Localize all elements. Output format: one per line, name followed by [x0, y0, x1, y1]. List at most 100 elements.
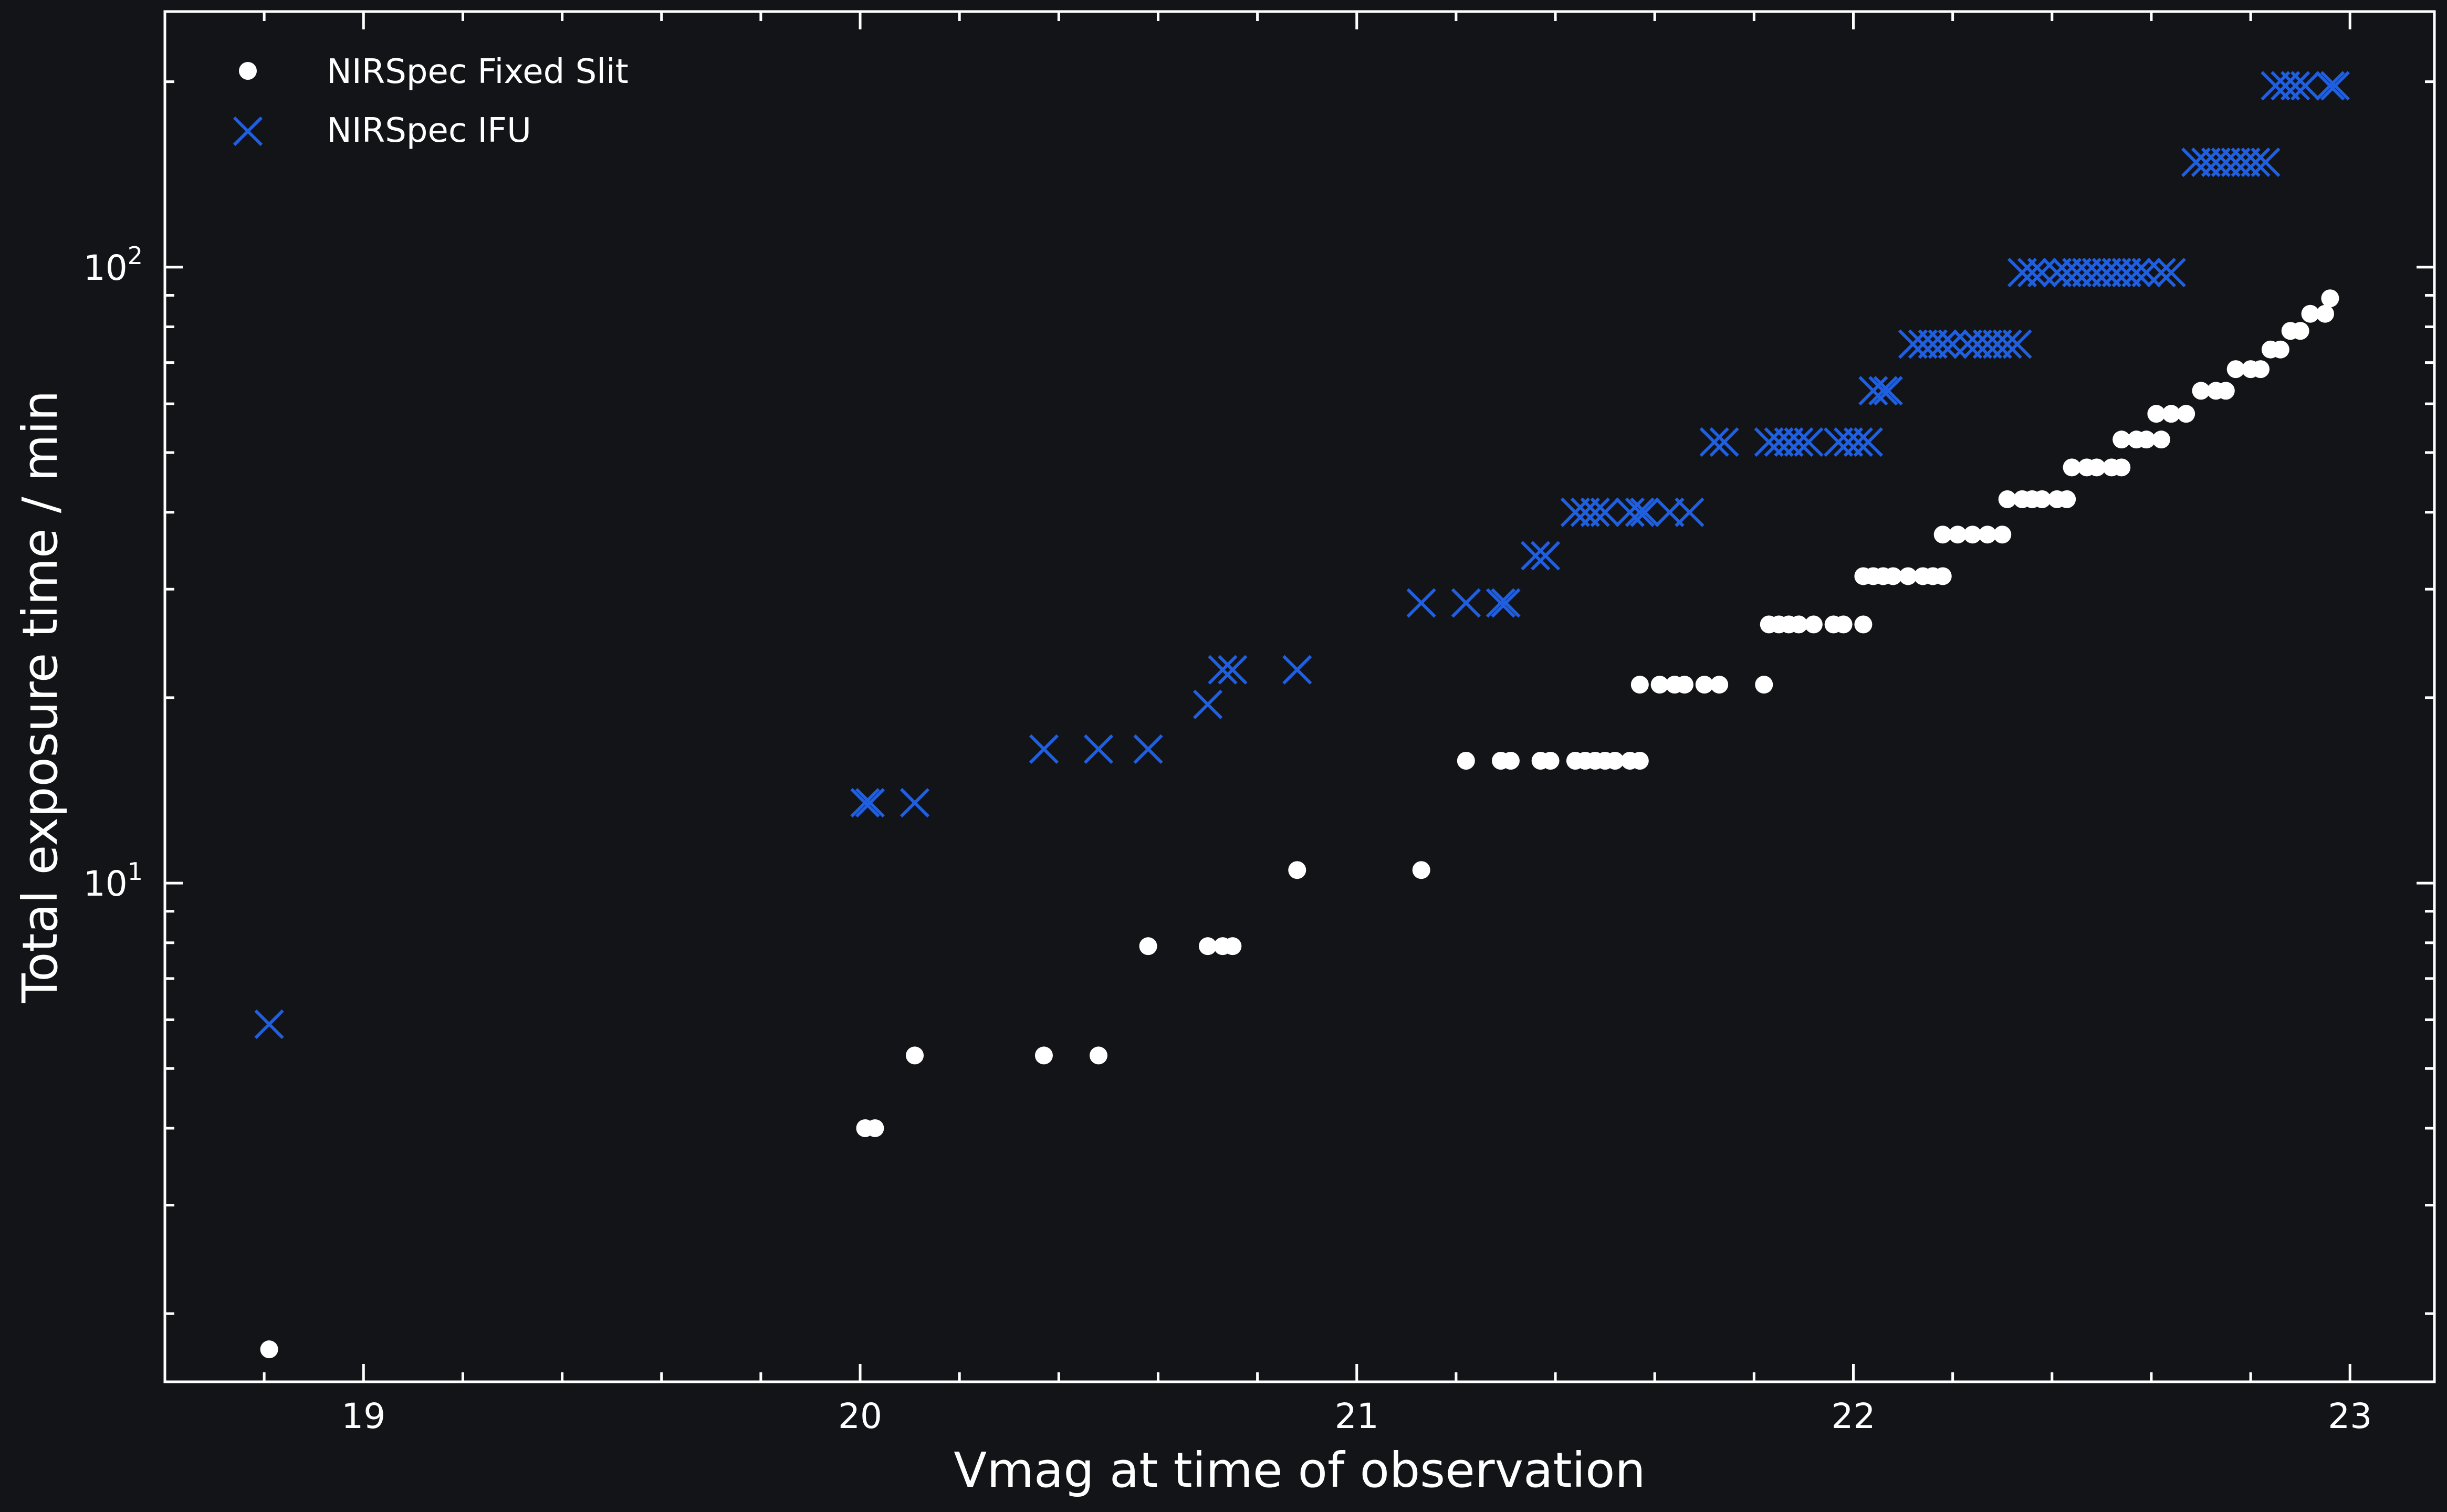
data-point	[2152, 430, 2170, 449]
data-point	[855, 788, 885, 818]
data-point	[1083, 734, 1114, 764]
data-point	[2087, 458, 2106, 477]
data-point	[1630, 752, 1649, 770]
x-tick-label: 19	[341, 1396, 385, 1436]
data-point	[2301, 304, 2319, 323]
data-point	[2113, 430, 2131, 449]
data-point	[2137, 430, 2156, 449]
x-tick-label: 23	[2328, 1396, 2372, 1436]
data-point	[1868, 376, 1898, 406]
data-point	[2316, 304, 2334, 323]
data-point	[2251, 360, 2270, 379]
data-point	[1521, 541, 1551, 571]
data-point	[1675, 676, 1693, 694]
y-tick-label: 102	[83, 242, 143, 288]
data-point	[2177, 405, 2195, 423]
data-point	[1412, 861, 1430, 879]
data-point	[1854, 615, 1873, 634]
data-point	[2156, 258, 2186, 288]
data-point	[1933, 526, 1952, 544]
data-point	[1580, 497, 1610, 527]
data-point	[2271, 340, 2289, 359]
data-point	[1224, 937, 1242, 956]
x-tick-label: 20	[838, 1396, 882, 1436]
data-point	[850, 788, 880, 818]
data-point	[1625, 497, 1655, 527]
series-0	[260, 289, 2339, 1359]
plot-area	[254, 71, 2350, 1359]
axis-ticks	[163, 12, 2434, 1382]
data-point	[1963, 526, 1982, 544]
data-point	[1993, 526, 2012, 544]
data-point	[1938, 329, 1968, 359]
data-point	[1992, 329, 2022, 359]
data-point	[900, 788, 930, 818]
data-point	[1853, 427, 1883, 457]
data-point	[2216, 382, 2235, 400]
legend-label-ifu: NIRSpec IFU	[327, 111, 531, 150]
data-point	[1843, 427, 1874, 457]
legend-marker-fixed-slit	[239, 62, 257, 80]
data-point	[2002, 329, 2032, 359]
data-point	[1630, 676, 1649, 694]
data-point	[1218, 655, 1248, 685]
data-point	[2281, 71, 2310, 101]
data-point	[2251, 147, 2281, 177]
legend-label-fixed-slit: NIRSpec Fixed Slit	[327, 52, 629, 91]
data-point	[254, 1009, 284, 1040]
data-point	[2226, 360, 2245, 379]
data-point	[1998, 490, 2016, 508]
data-point	[1755, 676, 1773, 694]
data-point	[1531, 541, 1561, 571]
data-point	[1949, 526, 1967, 544]
data-point	[2033, 490, 2051, 508]
data-point	[2058, 490, 2076, 508]
data-point	[2291, 322, 2309, 340]
plot-frame	[163, 10, 2436, 1383]
data-point	[1451, 588, 1481, 618]
data-point	[1208, 655, 1238, 685]
data-point	[1029, 734, 1059, 764]
data-point	[1675, 497, 1704, 527]
data-point	[1034, 1046, 1053, 1065]
data-point	[2146, 258, 2176, 288]
data-point	[2017, 258, 2047, 288]
data-point	[1650, 676, 1669, 694]
data-point	[1501, 752, 1520, 770]
data-point	[1133, 734, 1163, 764]
data-point	[2162, 405, 2180, 423]
data-point	[2147, 405, 2166, 423]
data-point	[1790, 615, 1808, 634]
data-point	[1193, 689, 1223, 719]
data-point	[2063, 458, 2081, 477]
data-point	[2241, 147, 2271, 177]
data-point	[1899, 567, 1917, 585]
data-point	[866, 1119, 884, 1137]
x-tick-label: 21	[1335, 1396, 1379, 1436]
data-point	[260, 1340, 278, 1359]
data-point	[1933, 567, 1952, 585]
data-point	[2121, 258, 2151, 288]
data-point	[1089, 1046, 1107, 1065]
data-point	[1695, 676, 1713, 694]
data-point	[1978, 526, 1996, 544]
x-axis-label: Vmag at time of observation	[954, 1442, 1645, 1498]
data-point	[2131, 258, 2161, 288]
data-point	[1794, 427, 1824, 457]
x-tick-label: 22	[1832, 1396, 1876, 1436]
data-point	[1288, 861, 1306, 879]
data-point	[2113, 458, 2131, 477]
data-point	[1804, 615, 1823, 634]
data-point	[2027, 258, 2057, 288]
data-point	[1884, 567, 1902, 585]
data-point	[1486, 588, 1516, 618]
data-point	[2290, 71, 2320, 101]
data-point	[1199, 937, 1217, 956]
data-point	[1139, 937, 1157, 956]
data-point	[2315, 71, 2345, 101]
data-point	[1541, 752, 1560, 770]
data-point	[1928, 329, 1958, 359]
data-point	[1630, 497, 1660, 527]
